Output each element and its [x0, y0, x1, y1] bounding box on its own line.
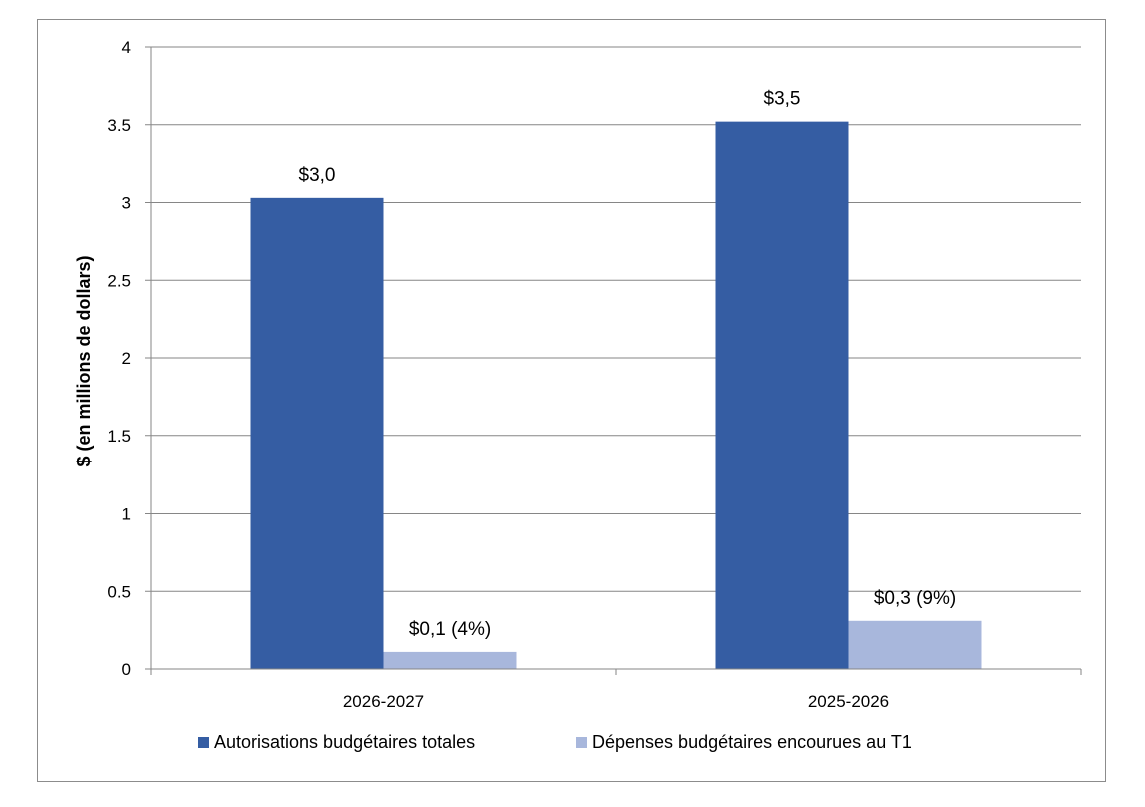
y-tick-label: 2.5 [107, 271, 131, 290]
legend-label: Autorisations budgétaires totales [214, 732, 475, 752]
y-tick-label: 1.5 [107, 427, 131, 446]
y-tick-label: 0.5 [107, 582, 131, 601]
bars [250, 121, 982, 669]
bar [848, 620, 982, 669]
x-tick-label: 2025-2026 [808, 692, 889, 711]
data-label: $0,3 (9%) [874, 588, 956, 609]
bar-chart: 0 0.5 1 1.5 2 2.5 3 3.5 4 2026-2027 2025-2026 $3,0… [74, 38, 1082, 752]
legend: Autorisations budgétaires totales Dépense… [198, 732, 912, 752]
y-tick-label: 1 [122, 505, 131, 524]
x-tick-label: 2026-2027 [343, 692, 424, 711]
data-label: $0,1 (4%) [409, 619, 491, 640]
legend-swatch [198, 737, 209, 748]
bar [383, 651, 517, 669]
y-tick-label: 2 [122, 349, 131, 368]
y-tick-label: 3.5 [107, 116, 131, 135]
data-label: $3,5 [764, 89, 801, 110]
axes: 0 0.5 1 1.5 2 2.5 3 3.5 4 2026-2027 2025-2026 [107, 38, 1082, 711]
bar [250, 197, 384, 669]
y-tick-label: 4 [122, 38, 131, 57]
y-tick-label: 3 [122, 194, 131, 213]
data-labels: $3,0 $0,1 (4%) $3,5 $0,3 (9%) [299, 89, 957, 640]
y-tick-label: 0 [122, 660, 131, 679]
legend-swatch [576, 737, 587, 748]
y-axis-title: $ (en millions de dollars) [74, 255, 94, 466]
data-label: $3,0 [299, 165, 336, 186]
legend-label: Dépenses budgétaires encourues au T1 [592, 732, 912, 752]
bar [715, 121, 849, 669]
chart-frame: 0 0.5 1 1.5 2 2.5 3 3.5 4 2026-2027 2025-2026 $3,0… [37, 19, 1106, 782]
